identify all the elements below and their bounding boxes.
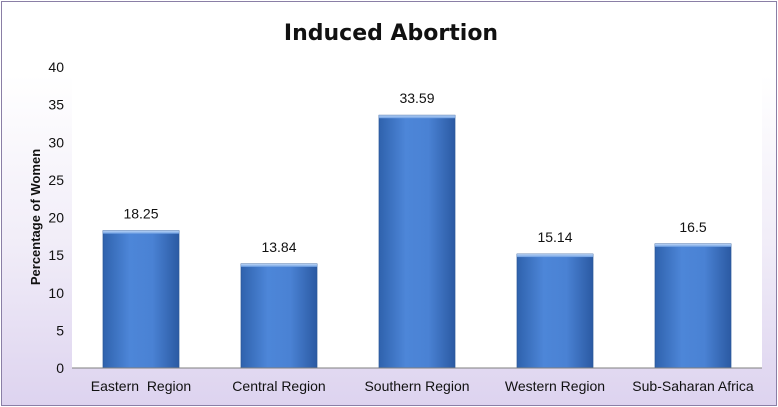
x-tick-label: Western Region xyxy=(505,378,605,394)
y-axis-label: Percentage of Women xyxy=(28,149,43,285)
y-tick-label: 40 xyxy=(48,59,64,75)
bar xyxy=(240,263,318,369)
data-label: 18.25 xyxy=(123,206,158,222)
x-axis-labels: Eastern Region Central Region Southern Reg… xyxy=(91,378,754,394)
bar-top-highlight xyxy=(103,230,179,234)
y-tick-label: 10 xyxy=(48,285,64,301)
bar-body xyxy=(654,243,732,369)
bar-top-highlight xyxy=(379,115,455,119)
data-label: 15.14 xyxy=(537,229,572,245)
x-tick-label: Sub-Saharan Africa xyxy=(632,378,754,394)
bar-series xyxy=(102,114,732,369)
data-label: 16.5 xyxy=(679,219,706,235)
chart-title: Induced Abortion xyxy=(284,21,498,46)
bar-top-highlight xyxy=(655,243,731,247)
y-tick-label: 5 xyxy=(56,322,64,338)
bar xyxy=(654,243,732,369)
y-tick-label: 35 xyxy=(48,97,64,113)
y-axis-ticks: 0 5 10 15 20 25 30 35 40 xyxy=(48,59,64,376)
bar-top-highlight xyxy=(517,254,593,258)
x-tick-label: Eastern Region xyxy=(91,378,191,394)
y-tick-label: 30 xyxy=(48,134,64,150)
y-tick-label: 25 xyxy=(48,172,64,188)
bar-body xyxy=(516,253,594,369)
y-tick-label: 0 xyxy=(56,360,64,376)
x-tick-label: Southern Region xyxy=(364,378,469,394)
x-tick-label: Central Region xyxy=(232,378,325,394)
bar xyxy=(516,253,594,369)
bar xyxy=(378,114,456,369)
bar-top-highlight xyxy=(241,263,317,267)
data-label: 13.84 xyxy=(261,239,296,255)
data-labels: 18.25 13.84 33.59 15.14 16.5 xyxy=(123,90,706,255)
data-label: 33.59 xyxy=(399,90,434,106)
bar xyxy=(102,230,180,369)
bar-body xyxy=(102,230,180,369)
y-tick-label: 15 xyxy=(48,247,64,263)
bar-body xyxy=(240,263,318,369)
y-tick-label: 20 xyxy=(48,210,64,226)
bar-body xyxy=(378,114,456,369)
